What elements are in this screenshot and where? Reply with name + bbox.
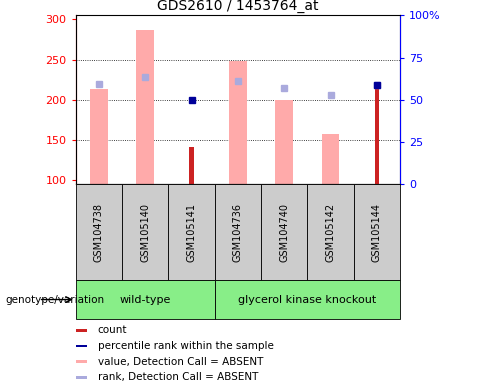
Bar: [76, 361, 87, 363]
Title: GDS2610 / 1453764_at: GDS2610 / 1453764_at: [157, 0, 319, 13]
Bar: [122, 184, 168, 280]
Text: GSM104738: GSM104738: [94, 203, 104, 262]
Text: GSM105141: GSM105141: [186, 203, 197, 262]
Bar: [354, 184, 400, 280]
Text: GSM105140: GSM105140: [140, 203, 150, 262]
Bar: [215, 184, 261, 280]
Bar: [168, 184, 215, 280]
Text: GSM104740: GSM104740: [279, 203, 289, 262]
Text: genotype/variation: genotype/variation: [5, 295, 104, 305]
Bar: [261, 184, 307, 280]
Text: GSM104736: GSM104736: [233, 203, 243, 262]
Text: percentile rank within the sample: percentile rank within the sample: [98, 341, 273, 351]
Text: count: count: [98, 326, 127, 336]
Bar: [76, 184, 122, 280]
Bar: [76, 329, 87, 332]
Text: GSM105142: GSM105142: [325, 203, 336, 262]
Bar: [375, 89, 379, 184]
Bar: [229, 61, 247, 184]
Bar: [189, 147, 194, 184]
Text: glycerol kinase knockout: glycerol kinase knockout: [238, 295, 377, 305]
Bar: [215, 280, 400, 319]
Bar: [307, 184, 354, 280]
Text: rank, Detection Call = ABSENT: rank, Detection Call = ABSENT: [98, 372, 258, 382]
Text: value, Detection Call = ABSENT: value, Detection Call = ABSENT: [98, 357, 263, 367]
Bar: [275, 100, 293, 184]
Bar: [76, 345, 87, 348]
Bar: [136, 30, 154, 184]
Bar: [76, 280, 215, 319]
Bar: [322, 134, 340, 184]
Bar: [90, 89, 108, 184]
Bar: [76, 376, 87, 379]
Text: wild-type: wild-type: [120, 295, 171, 305]
Text: GSM105144: GSM105144: [372, 203, 382, 262]
